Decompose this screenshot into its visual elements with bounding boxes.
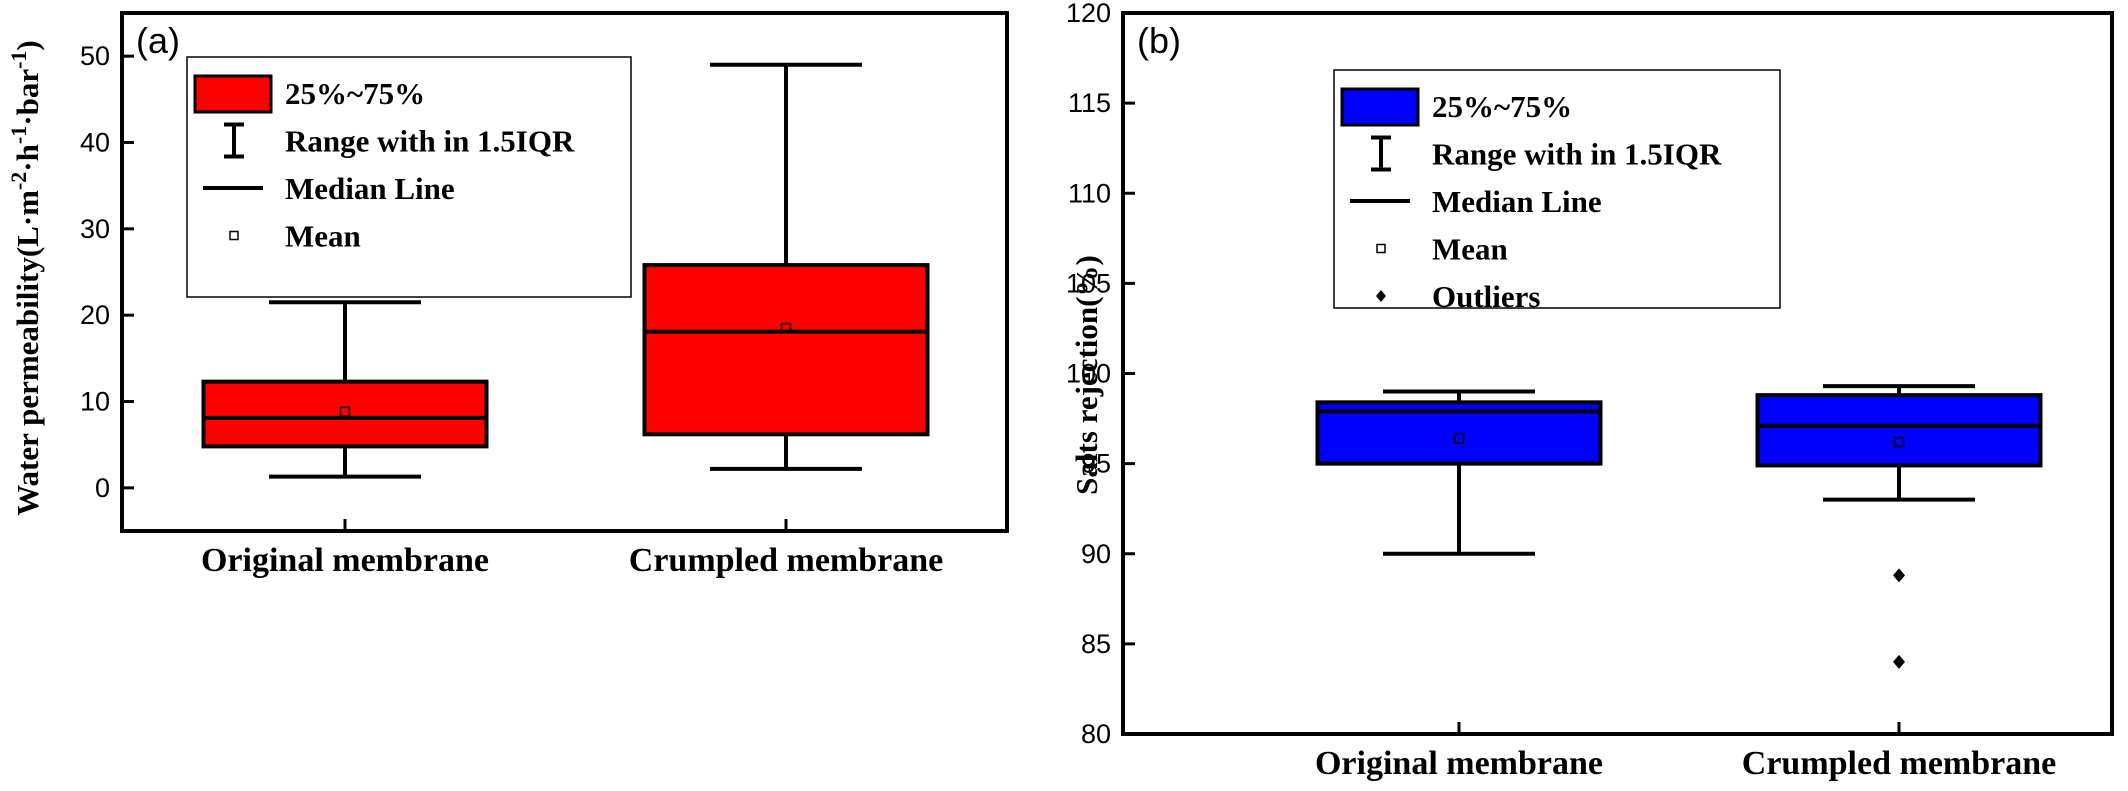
y-tick-label: 10 — [80, 387, 110, 417]
legend-outlier-symbol — [1376, 290, 1386, 302]
chart-panel-b: 80 85 90 95 100 105 110 115 120 Original membrane… — [1066, 0, 2114, 782]
y-tick-label: 105 — [1066, 268, 1111, 298]
legend-item: Median Line — [1350, 184, 1602, 219]
box-original — [201, 300, 489, 479]
legend-label: Range with in 1.5IQR — [1432, 137, 1722, 172]
y-tick-label: 85 — [1081, 629, 1111, 659]
legend-item: Range with in 1.5IQR — [224, 122, 575, 159]
x-tick-label: Original membrane — [1315, 745, 1603, 782]
legend-label: Mean — [1432, 232, 1508, 267]
y-tick-label: 90 — [1081, 539, 1111, 569]
y-axis-title-part: ·bar — [10, 69, 45, 126]
y-axis-title-part: ·h — [10, 144, 45, 172]
legend-label: Median Line — [1432, 184, 1602, 219]
y-tick-label: 0 — [95, 473, 110, 503]
box-crumpled — [1755, 384, 2043, 669]
mean-marker — [780, 322, 792, 334]
y-tick-label: 115 — [1068, 88, 1111, 118]
iqr-box — [1755, 393, 2043, 468]
box-original — [1315, 389, 1603, 556]
legend-mean-symbol — [229, 230, 239, 241]
iqr-box — [642, 263, 930, 437]
y-axis-title-part: -1 — [6, 51, 31, 69]
legend-item: Outliers — [1376, 279, 1541, 314]
plot-frame — [120, 11, 1009, 533]
panel-label: (a) — [136, 20, 180, 61]
legend: 25%~75% Range with in 1.5IQR Median Line Me… — [1333, 69, 1781, 314]
box-crumpled — [642, 62, 930, 471]
legend-item: 25%~75% — [1340, 87, 1572, 127]
y-axis-title-part: -1 — [6, 126, 31, 144]
x-tick-label: Crumpled membrane — [1742, 745, 2056, 782]
legend-item: Median Line — [203, 171, 455, 206]
y-tick-label: 40 — [80, 128, 110, 158]
x-tick-label: Original membrane — [201, 542, 489, 579]
legend-label: Median Line — [285, 171, 455, 206]
x-tick-label: Crumpled membrane — [629, 542, 943, 579]
mean-marker — [1893, 436, 1905, 448]
legend-label: Outliers — [1432, 279, 1541, 314]
legend-item: Range with in 1.5IQR — [1371, 135, 1722, 172]
legend-item: 25%~75% — [193, 74, 425, 114]
outlier-point — [1893, 568, 1905, 583]
iqr-box — [201, 379, 489, 449]
legend-label: Range with in 1.5IQR — [285, 124, 575, 159]
y-axis-title: Salts rejection(%) — [1069, 255, 1104, 495]
y-axis-title: Water permeability(L·m-2·h-1·bar-1) — [6, 40, 45, 515]
y-tick-label: 120 — [1066, 0, 1111, 28]
y-tick-label: 80 — [1081, 719, 1111, 749]
y-tick-label: 100 — [1066, 359, 1111, 389]
y-tick-label: 110 — [1068, 178, 1111, 208]
outlier-point — [1893, 654, 1905, 669]
legend-mean-symbol — [1376, 243, 1386, 254]
y-axis-title-part: -2 — [6, 172, 31, 190]
y-tick-label: 30 — [80, 214, 110, 244]
panel-label: (b) — [1137, 20, 1181, 61]
y-axis-title-part: Water permeability(L·m — [10, 190, 45, 516]
legend-label: 25%~75% — [285, 76, 425, 111]
mean-marker — [339, 406, 351, 418]
chart-panel-a: 0 10 20 30 40 50 Original membrane Crumpled mem… — [6, 11, 1009, 579]
y-tick-label: 50 — [80, 41, 110, 71]
legend: 25%~75% Range with in 1.5IQR Median Line Me… — [186, 56, 632, 298]
legend-item: Mean — [229, 219, 361, 254]
legend-label: 25%~75% — [1432, 89, 1572, 124]
y-tick-label: 95 — [1081, 449, 1111, 479]
legend-label: Mean — [285, 219, 361, 254]
y-axis-title-part: ) — [10, 40, 45, 50]
legend-item: Mean — [1376, 232, 1508, 267]
legend-box-swatch — [1340, 87, 1420, 127]
legend-box-swatch — [193, 74, 273, 114]
mean-marker — [1453, 433, 1465, 444]
y-tick-label: 20 — [80, 300, 110, 330]
